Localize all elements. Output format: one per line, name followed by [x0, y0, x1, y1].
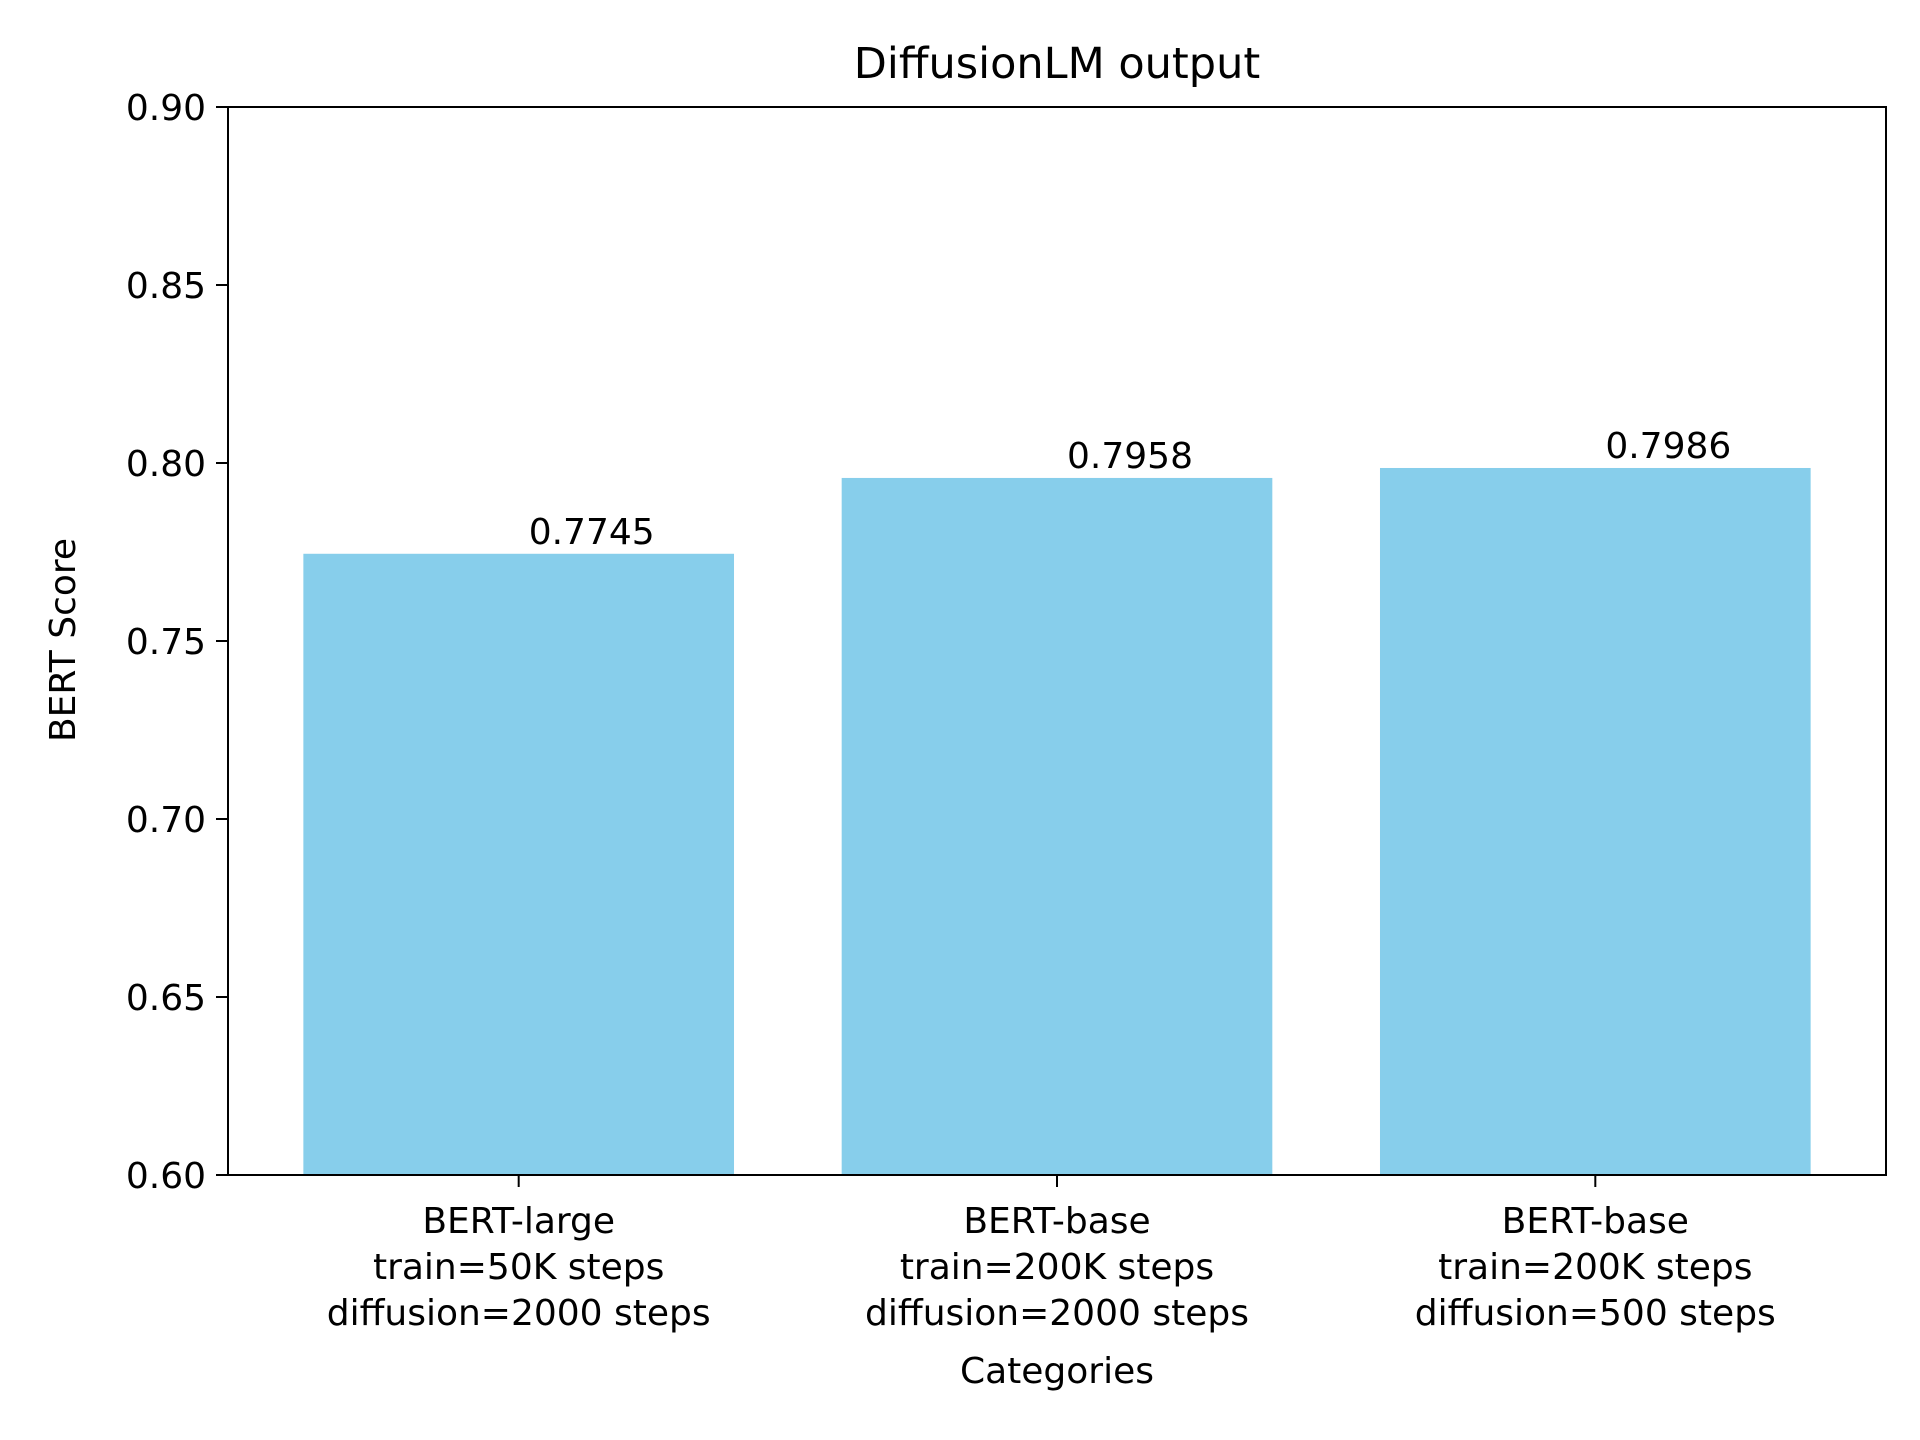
- value-label-1: 0.7745: [529, 512, 655, 553]
- x-tick-label-2: BERT-base train=200K steps diffusion=2000 …: [865, 1201, 1249, 1334]
- y-tick-label: 0.85: [126, 266, 206, 307]
- y-tick-label: 0.65: [126, 978, 206, 1019]
- y-tick-label: 0.60: [126, 1156, 206, 1197]
- x-axis-label: Categories: [960, 1351, 1154, 1392]
- value-label-3: 0.7986: [1605, 426, 1731, 467]
- x-axis: BERT-large train=50K steps diffusion=2000 …: [327, 1175, 1776, 1334]
- y-axis: 0.60 0.65 0.70 0.75 0.80 0.85 0.90: [126, 88, 228, 1197]
- chart-title: DiffusionLM output: [854, 39, 1260, 89]
- x-tick-label-3: BERT-base train=200K steps diffusion=500 s…: [1415, 1201, 1776, 1334]
- bar-2: [841, 477, 1273, 1175]
- y-tick-label: 0.70: [126, 800, 206, 841]
- bars-group: [303, 467, 1811, 1175]
- y-axis-label: BERT Score: [43, 538, 84, 742]
- y-tick-label: 0.90: [126, 88, 206, 129]
- x-tick-label-1: BERT-large train=50K steps diffusion=2000 …: [327, 1201, 711, 1334]
- bar-3: [1379, 467, 1811, 1175]
- value-label-2: 0.7958: [1067, 436, 1193, 477]
- y-tick-label: 0.80: [126, 444, 206, 485]
- value-labels-group: 0.7745 0.7958 0.7986: [529, 426, 1732, 553]
- y-tick-label: 0.75: [126, 622, 206, 663]
- bar-1: [303, 553, 735, 1175]
